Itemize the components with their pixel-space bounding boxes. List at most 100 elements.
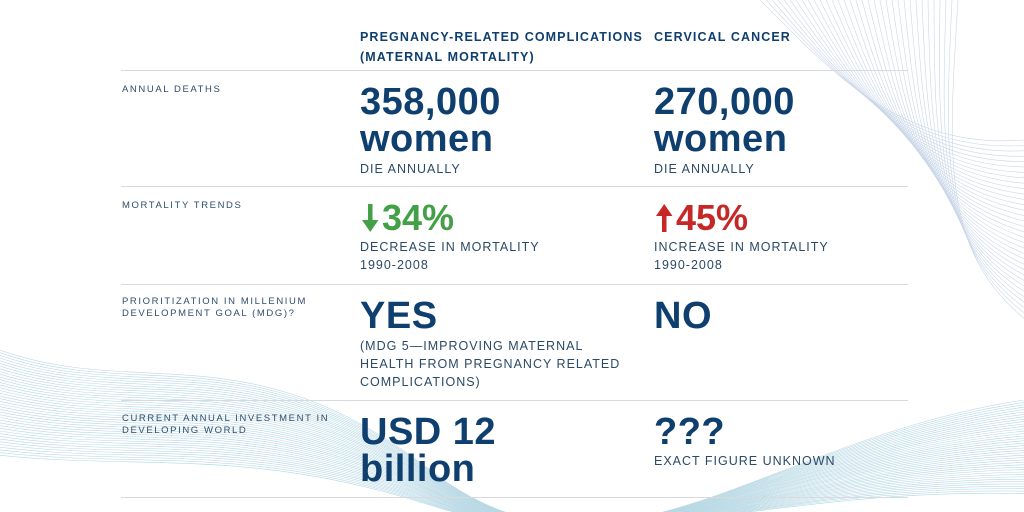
wave-line <box>885 0 1024 254</box>
wave-line <box>0 422 1024 512</box>
wave-line <box>0 455 1024 512</box>
wave-line <box>825 0 1024 200</box>
cervical-prioritization-value: NO <box>654 295 712 337</box>
wave-line <box>0 425 1024 512</box>
row-divider <box>121 70 908 71</box>
wave-line <box>0 436 1024 512</box>
row-label-annual-deaths: ANNUAL DEATHS <box>122 84 222 95</box>
wave-line <box>948 0 1024 314</box>
wave-line <box>0 371 1024 512</box>
maternal-prioritization-sub: (MDG 5—IMPROVING MATERNAL HEALTH FROM PR… <box>360 337 620 391</box>
wave-line <box>0 363 1024 512</box>
cervical-trend-description: INCREASE IN MORTALITY <box>654 240 829 254</box>
cervical-trend-period: 1990-2008 <box>654 258 723 272</box>
maternal-prioritization-value: YES <box>360 295 438 337</box>
wave-line <box>0 409 1024 512</box>
wave-line <box>0 390 1024 512</box>
cervical-trend-sub: INCREASE IN MORTALITY 1990-2008 <box>654 238 829 274</box>
maternal-deaths-sub: DIE ANNUALLY <box>360 162 461 176</box>
maternal-trend-period: 1990-2008 <box>360 258 429 272</box>
wave-line <box>867 0 1024 238</box>
wave-line <box>0 352 1024 512</box>
wave-line <box>0 357 1024 512</box>
wave-line <box>0 398 1024 512</box>
row-label-line: DEVELOPMENT GOAL (MDG)? <box>122 308 296 319</box>
wave-line <box>0 360 1024 512</box>
cervical-trend: 45% <box>654 200 748 236</box>
wave-line <box>927 0 1024 292</box>
column-header-cervical-cancer: CERVICAL CANCER <box>654 30 791 44</box>
wave-line <box>933 0 1024 297</box>
wave-line <box>879 0 1024 249</box>
wave-line <box>855 0 1024 227</box>
wave-line <box>0 417 1024 512</box>
row-label-line: PRIORITIZATION IN MILLENIUM <box>122 296 308 307</box>
maternal-deaths-unit: women <box>360 118 494 160</box>
wave-line <box>0 433 1024 512</box>
wave-line <box>0 368 1024 512</box>
wave-line <box>873 0 1024 243</box>
mdg-note-line: (MDG 5—IMPROVING MATERNAL <box>360 339 584 353</box>
column-header-maternal-mortality: PREGNANCY-RELATED COMPLICATIONS (MATERNA… <box>360 30 643 64</box>
wave-line <box>0 379 1024 512</box>
cervical-deaths-unit: women <box>654 118 788 160</box>
wave-line <box>909 0 1024 276</box>
wave-line <box>0 349 1024 512</box>
cervical-annual-deaths-value: 270,000 women <box>654 83 795 160</box>
wave-line <box>0 395 1024 512</box>
wave-line <box>837 0 1024 211</box>
wave-line <box>891 0 1024 260</box>
wave-line <box>843 0 1024 216</box>
wave-line <box>0 355 1024 512</box>
wave-line <box>0 376 1024 512</box>
wave-line <box>0 419 1024 512</box>
wave-line <box>0 365 1024 512</box>
wave-line <box>897 0 1024 265</box>
wave-line <box>0 406 1024 512</box>
cervical-deaths-sub: DIE ANNUALLY <box>654 162 755 176</box>
wave-line <box>849 0 1024 222</box>
wave-line <box>0 438 1024 512</box>
maternal-trend: 34% <box>360 200 454 236</box>
wave-line <box>921 0 1024 287</box>
cervical-trend-value: 45% <box>676 197 749 238</box>
cervical-investment-sub: EXACT FIGURE UNKNOWN <box>654 454 836 468</box>
row-label-investment: CURRENT ANNUAL INVESTMENT IN DEVELOPING … <box>122 413 347 437</box>
wave-line <box>0 449 1024 512</box>
row-divider <box>121 186 908 187</box>
wave-line <box>861 0 1024 233</box>
maternal-investment-amount: USD 12 <box>360 411 497 453</box>
wave-line <box>0 428 1024 512</box>
maternal-trend-value: 34% <box>382 197 455 238</box>
wave-line <box>0 374 1024 512</box>
wave-line <box>939 0 1024 303</box>
cervical-investment-value: ??? <box>654 411 726 453</box>
maternal-investment-value: USD 12 billion <box>360 411 497 490</box>
row-label-prioritization: PRIORITIZATION IN MILLENIUM DEVELOPMENT … <box>122 296 347 320</box>
wave-line <box>0 414 1024 512</box>
wave-line <box>765 0 1024 147</box>
maternal-trend-sub: DECREASE IN MORTALITY 1990-2008 <box>360 238 540 274</box>
maternal-trend-description: DECREASE IN MORTALITY <box>360 240 540 254</box>
maternal-deaths-number: 358,000 <box>360 81 501 123</box>
wave-line <box>0 444 1024 512</box>
wave-line <box>943 0 1024 308</box>
wave-line <box>0 387 1024 512</box>
wave-line <box>0 446 1024 512</box>
maternal-investment-unit: billion <box>360 448 476 490</box>
wave-line <box>0 411 1024 512</box>
wave-line <box>0 430 1024 512</box>
wave-line <box>0 403 1024 512</box>
wave-line <box>0 392 1024 512</box>
wave-line <box>915 0 1024 281</box>
arrow-down-icon <box>362 204 379 232</box>
row-divider <box>121 497 908 498</box>
row-divider <box>121 284 908 285</box>
row-label-mortality-trends: MORTALITY TRENDS <box>122 200 243 211</box>
wave-line <box>0 452 1024 512</box>
wave-line <box>831 0 1024 206</box>
row-label-line: CURRENT ANNUAL INVESTMENT IN <box>122 413 330 424</box>
row-label-line: DEVELOPING WORLD <box>122 425 248 436</box>
